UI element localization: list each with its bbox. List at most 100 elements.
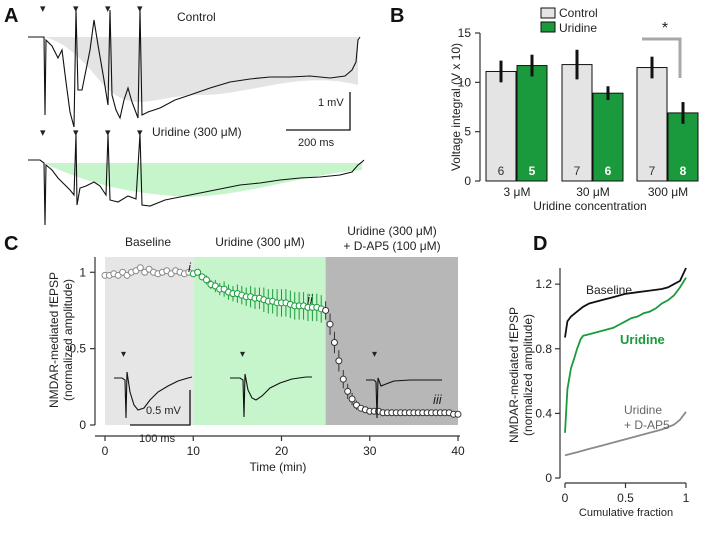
n-label: 8 [680,164,687,178]
y-tick-label: 1.2 [535,277,552,291]
inset-scale-bar [130,390,191,426]
uridine-label: Uridine (300 μM) [152,125,242,139]
y-tick-label: 1 [79,265,86,279]
legend-swatch-control [540,7,556,19]
cdf-line-baseline [564,267,687,338]
scale-ms-label: 200 ms [298,137,335,149]
scale-mv-label: 1 mV [318,97,344,109]
n-label: 7 [574,164,581,178]
y-tick-label: 0 [79,418,86,432]
y-tick-label: 0.4 [535,406,552,420]
bars: 6 5 3 μM 7 6 30 μM 7 8 300 μM [485,49,699,199]
panel-c-letter: C [4,233,18,255]
x-tick-label: 10 [187,444,201,458]
inset-trace-uridine [230,373,312,418]
data-point [330,339,338,347]
data-point [335,357,343,365]
baseline-period-label: Baseline [125,235,171,249]
legend-label-control: Control [559,6,598,20]
data-point [454,410,462,418]
legend-label-uridine: Uridine [559,21,597,35]
trace-i-label: i [188,260,192,275]
x-axis-label: Cumulative fraction [579,507,673,519]
scale-bar [286,92,351,131]
trace-iii-label: iii [433,392,443,407]
legend-swatch-uridine [540,21,556,33]
panel-d-letter: D [533,233,547,255]
inset-scale-mv-label: 0.5 mV [146,405,182,417]
n-label: 6 [605,164,612,178]
y-tick-label: 0.8 [535,342,552,356]
x-tick-label: 40 [451,444,465,458]
data-point [348,395,356,403]
inset-trace-dap5 [366,377,442,419]
bar-uridine [667,112,699,182]
bar-control [485,70,517,182]
x-tick-label: 300 μM [648,185,688,199]
y-axis-label-line2: (normalized amplitude) [61,279,75,401]
stim-marker-icon: ▾ [105,3,111,15]
inset-trace-baseline [114,371,193,419]
uridine-period-label: Uridine (300 μM) [215,235,305,249]
n-label: 7 [649,164,656,178]
data-point [136,264,144,272]
data-point [202,276,210,284]
n-label: 6 [498,164,505,178]
x-tick-label: 20 [275,444,289,458]
y-tick-label: 0.5 [69,342,86,356]
series-label-dap5-line2: + D-AP5 [624,418,670,432]
y-axis-label: Voltage integral (V x 10) [449,43,463,171]
y-tick-label: 5 [464,125,471,139]
panel-d-chart: 0 0.4 0.8 1.2 0 0.5 1 Cumulative fraction NMDA… [507,267,690,519]
panel-c-chart: Baseline Uridine (300 μM) Uridine (300 μ… [47,224,465,474]
x-axis-label: Uridine concentration [533,199,646,213]
x-tick-label: 30 [363,444,377,458]
inset-scale-ms-label: 100 ms [139,433,176,445]
series-label-uridine: Uridine [620,332,665,347]
data-point [344,387,352,395]
x-tick-label: 0.5 [617,491,634,505]
bar-uridine [516,65,548,182]
bar-control [561,64,593,182]
inset-stim-marker-icon: ▾ [121,349,126,360]
y-tick-label: 0 [464,174,471,188]
cdf-line-uridine [564,277,687,433]
stim-marker-icon: ▾ [40,3,46,15]
data-point [322,306,330,314]
y-axis-label-line1: NMDAR-mediated fEPSP [507,307,521,443]
axis-ticks: 0 0.4 0.8 1.2 0 0.5 1 [535,277,689,505]
x-tick-label: 30 μM [576,185,610,199]
x-tick-label: 0 [102,444,109,458]
stim-marker-icon: ▾ [105,127,111,139]
y-tick-label: 0 [545,471,552,485]
panel-b-chart: 0 5 10 15 6 5 3 μM 7 6 30 μM 7 8 300 μM Voltage int… [449,6,699,213]
stim-marker-icon: ▾ [137,127,143,139]
y-tick-label: 15 [458,26,472,40]
combo-period-label-line2: + D-AP5 (100 μM) [343,239,440,253]
combo-period-label-line1: Uridine (300 μM) [347,224,437,238]
series-label-baseline: Baseline [586,283,632,297]
uridine-shading [44,163,362,197]
control-label: Control [177,10,216,24]
data-lines [564,267,687,457]
cdf-line-dap5 [564,411,687,457]
x-tick-label: 0 [562,491,569,505]
inset-stim-marker-icon: ▾ [372,349,377,360]
control-shading [44,37,358,102]
control-trace [28,9,361,128]
inset-stim-marker-icon: ▾ [240,349,245,360]
panel-b-letter: B [390,5,404,27]
x-tick-label: 1 [683,491,690,505]
trace-ii-label: ii [307,292,314,307]
y-axis-label-line2: (normalized amplitude) [521,314,535,436]
y-tick-label: 10 [458,75,472,89]
stim-marker-icon: ▾ [73,3,79,15]
panel-a-letter: A [4,5,18,27]
axis-ticks: 00.510 10 20 30 40 [69,265,465,458]
data-point [339,375,347,383]
significance-asterisk: * [662,20,668,37]
y-axis-label-line1: NMDAR-mediated fEPSP [47,272,61,408]
panel-a: ▾ ▾ ▾ ▾ ▾ ▾ ▾ ▾ Control Uridine (300 μM)… [28,3,365,226]
data-points [101,264,462,418]
